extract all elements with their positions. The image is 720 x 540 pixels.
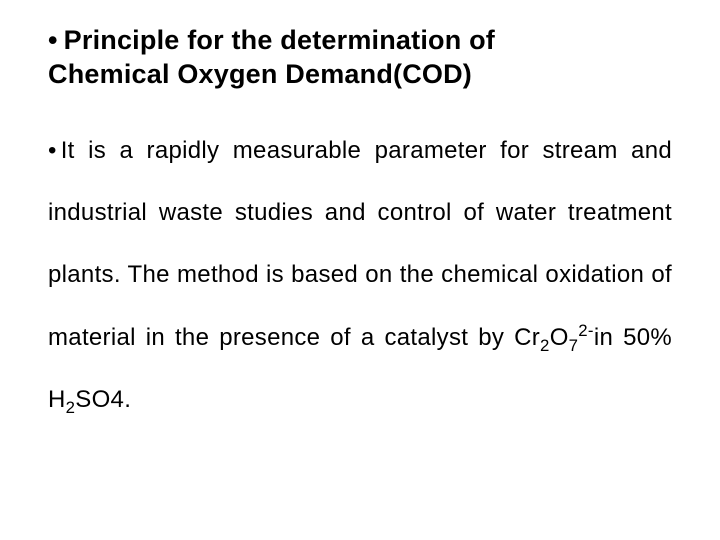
body-text-pre: It is a rapidly measurable parameter for…: [48, 137, 672, 351]
heading-line-2: Chemical Oxygen Demand(COD): [48, 59, 472, 89]
chem-sub-2: 7: [569, 335, 579, 354]
heading-bullet-icon: •: [48, 24, 58, 58]
chem-sup-1: 2-: [578, 321, 594, 340]
slide: •Principle for the determination of Chem…: [0, 0, 720, 540]
chem-sub-3: 2: [66, 398, 76, 417]
body-text-mid1: O: [550, 324, 569, 351]
body-paragraph: •It is a rapidly measurable parameter fo…: [48, 120, 672, 432]
heading-line-1: Principle for the determination of: [64, 25, 495, 55]
chem-sub-1: 2: [540, 335, 550, 354]
heading-block: •Principle for the determination of Chem…: [48, 24, 672, 92]
body-text-tail: SO4.: [75, 386, 131, 413]
body-bullet-icon: •: [48, 120, 57, 182]
